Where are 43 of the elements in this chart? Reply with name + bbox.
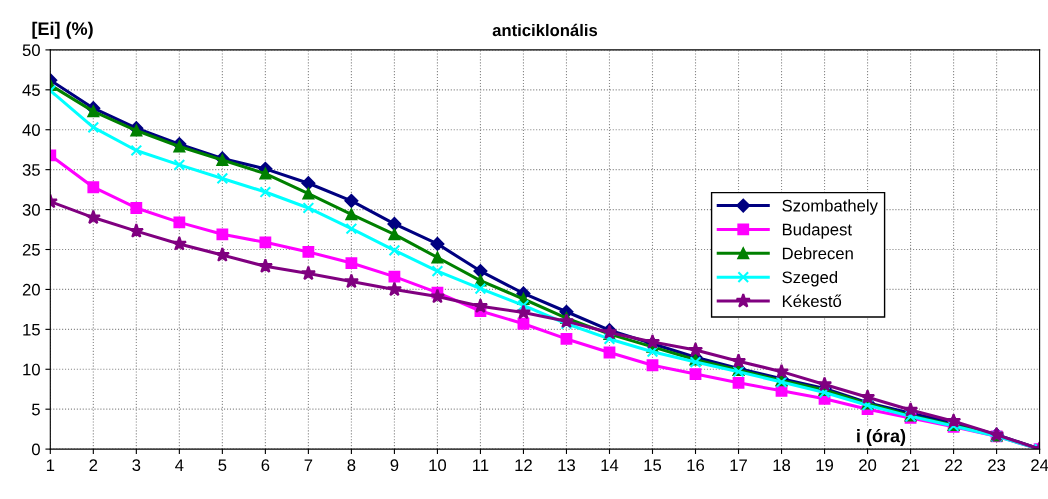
y-tick-label: 30 bbox=[22, 203, 40, 216]
x-tick-label: 16 bbox=[687, 459, 705, 472]
x-tick-label: 8 bbox=[347, 459, 356, 472]
x-tick-label: 14 bbox=[601, 459, 619, 471]
y-tick-label: 0 bbox=[31, 443, 40, 456]
x-tick-label: 9 bbox=[390, 459, 399, 472]
x-tick-label: 3 bbox=[132, 459, 141, 472]
x-tick-label: 24 bbox=[1031, 459, 1048, 471]
legend-label: Budapest bbox=[782, 223, 852, 239]
x-tick-label: 20 bbox=[859, 459, 877, 472]
x-tick-label: 11 bbox=[473, 459, 489, 471]
x-tick-label: 1 bbox=[46, 459, 55, 471]
x-tick-label: 6 bbox=[261, 459, 270, 472]
y-tick-label: 15 bbox=[23, 323, 40, 336]
legend-label: Debrecen bbox=[782, 247, 853, 260]
x-tick-label: 7 bbox=[304, 459, 313, 471]
x-tick-label: 4 bbox=[175, 459, 184, 471]
y-tick-label: 5 bbox=[31, 403, 40, 416]
x-tick-label: 19 bbox=[816, 459, 834, 472]
x-tick-label: 5 bbox=[218, 459, 227, 472]
y-axis-title: [Ei] (%) bbox=[32, 21, 93, 39]
x-tick-label: 17 bbox=[730, 459, 747, 471]
y-tick-label: 25 bbox=[22, 243, 40, 256]
y-tick-label: 40 bbox=[22, 124, 40, 136]
chart-title: anticiklonális bbox=[492, 23, 598, 37]
y-tick-label: 50 bbox=[22, 44, 40, 57]
x-tick-label: 22 bbox=[945, 459, 963, 471]
x-axis-title: i (óra) bbox=[857, 428, 906, 446]
x-tick-label: 12 bbox=[515, 459, 532, 471]
x-tick-label: 21 bbox=[902, 459, 920, 471]
x-tick-label: 23 bbox=[988, 459, 1006, 472]
y-tick-label: 20 bbox=[22, 283, 40, 296]
x-tick-label: 15 bbox=[644, 459, 662, 472]
x-tick-label: 2 bbox=[89, 459, 98, 471]
legend-label: Szeged bbox=[782, 270, 838, 287]
legend-label: Szombathely bbox=[782, 199, 878, 215]
y-tick-label: 10 bbox=[23, 363, 40, 376]
y-tick-label: 45 bbox=[22, 84, 40, 97]
x-tick-label: 10 bbox=[429, 459, 447, 472]
legend-label: Kékestő bbox=[782, 294, 842, 308]
x-tick-label: 18 bbox=[773, 459, 791, 472]
y-tick-label: 35 bbox=[22, 164, 40, 176]
x-tick-label: 13 bbox=[558, 459, 575, 472]
